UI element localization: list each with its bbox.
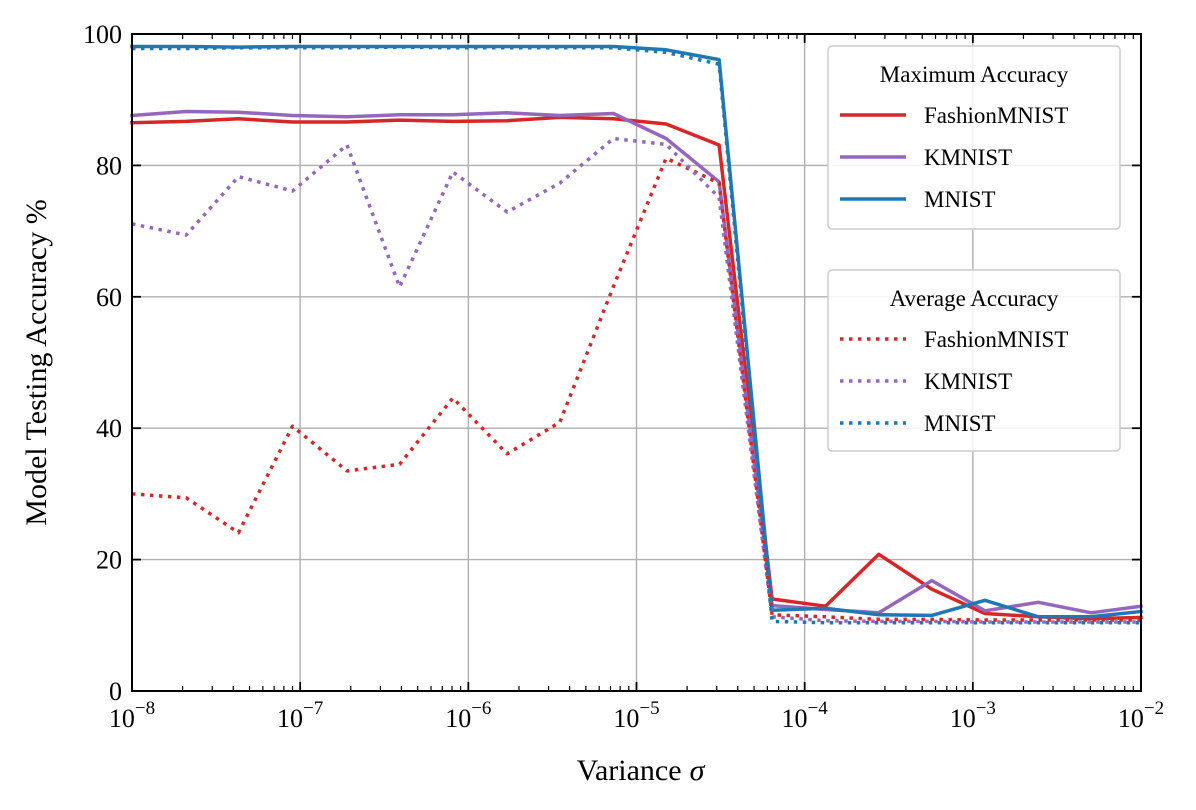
- legend-entry-label: MNIST: [924, 187, 996, 212]
- legend-maximum: Maximum Accuracy FashionMNIST KMNIST MNIST: [827, 45, 1121, 230]
- x-axis-label-symbol: σ: [690, 754, 706, 787]
- x-tick-label: 10−4: [782, 698, 829, 733]
- y-tick-label: 40: [96, 414, 122, 443]
- legend-entry-label: MNIST: [924, 411, 996, 436]
- x-tick-exponent: −8: [135, 698, 155, 719]
- y-tick-label: 20: [96, 546, 122, 575]
- series-line-maximum-kmnist: [130, 109, 1143, 615]
- x-tick-label: 10−6: [445, 698, 491, 733]
- series-line-maximum-fashionmnist: [130, 115, 1143, 621]
- y-tick-label: 60: [96, 283, 122, 312]
- legends: Maximum AccuracyFashionMNISTKMNISTMNISTA…: [827, 45, 1121, 452]
- x-tick-label: 10−2: [1118, 698, 1164, 733]
- x-tick-exponent: −3: [976, 698, 996, 719]
- y-axis-label: Model Testing Accuracy %: [20, 199, 53, 525]
- x-tick-base: 10: [445, 704, 471, 733]
- legend-title: Maximum Accuracy: [880, 62, 1069, 87]
- legend-entry-label: KMNIST: [924, 369, 1012, 394]
- series-line-average-fashionmnist: [131, 156, 1141, 622]
- x-tick-exponent: −4: [808, 698, 829, 719]
- legend-title: Average Accuracy: [890, 286, 1059, 311]
- x-tick-base: 10: [109, 704, 135, 733]
- x-axis-label: Variance σ: [577, 754, 706, 787]
- legend-entry-label: FashionMNIST: [924, 327, 1068, 352]
- x-tick-exponent: −5: [639, 698, 659, 719]
- series-lines: [130, 44, 1143, 625]
- x-tick-label: 10−5: [613, 698, 659, 733]
- legend-frame: [827, 45, 1121, 230]
- series-line-average-kmnist: [131, 136, 1141, 624]
- series-line-average-mnist: [132, 45, 1141, 625]
- legend-entry-label: KMNIST: [924, 145, 1012, 170]
- legend-average: Average Accuracy FashionMNIST KMNIST MNIST: [827, 269, 1121, 452]
- x-tick-base: 10: [782, 704, 808, 733]
- x-axis-label-text: Variance: [577, 754, 682, 787]
- x-tick-exponent: −2: [1144, 698, 1164, 719]
- x-tick-base: 10: [277, 704, 303, 733]
- x-tick-base: 10: [950, 704, 976, 733]
- x-tick-exponent: −7: [303, 698, 323, 719]
- y-tick-label: 100: [83, 20, 122, 49]
- series-line-maximum-mnist: [130, 44, 1143, 619]
- y-tick-label: 80: [96, 151, 122, 180]
- x-tick-label: 10−7: [277, 698, 323, 733]
- y-tick-label: 0: [109, 677, 122, 706]
- legend-entry-label: FashionMNIST: [924, 103, 1068, 128]
- x-tick-base: 10: [613, 704, 639, 733]
- legend-frame: [827, 269, 1121, 452]
- x-tick-label: 10−3: [950, 698, 996, 733]
- x-tick-label: 10−8: [109, 698, 155, 733]
- x-tick-base: 10: [1118, 704, 1144, 733]
- x-tick-exponent: −6: [471, 698, 491, 719]
